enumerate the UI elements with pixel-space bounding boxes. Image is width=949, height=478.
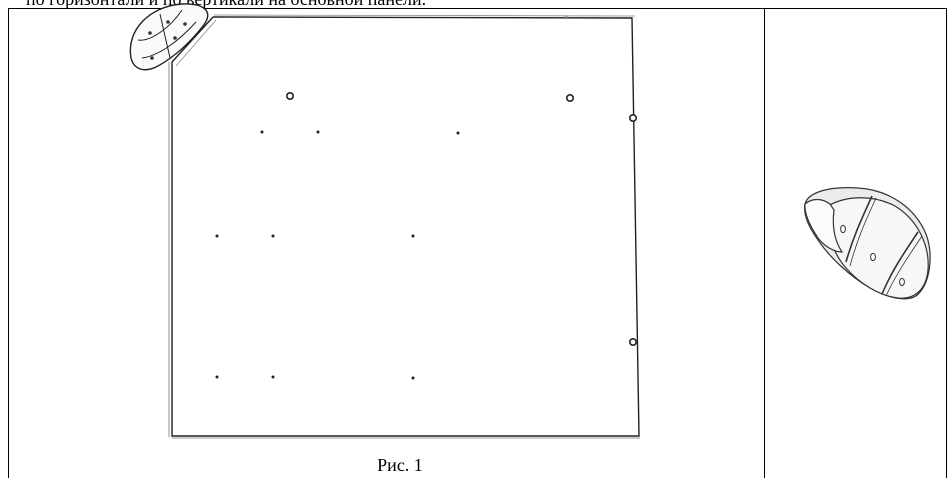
- drill-point: [271, 375, 275, 379]
- drill-point: [456, 131, 460, 135]
- drill-point: [411, 234, 415, 238]
- drill-point: [260, 130, 264, 134]
- table-left-border: [8, 8, 9, 478]
- drill-point: [215, 375, 219, 379]
- table-right-border: [946, 8, 947, 478]
- panel-outline: [168, 14, 640, 439]
- drill-point: [215, 234, 219, 238]
- figure-caption: Рис. 1: [377, 455, 423, 475]
- drill-points: [215, 130, 460, 380]
- mounting-hole: [628, 114, 637, 123]
- mounting-hole: [565, 94, 574, 103]
- table-cell-divider: [764, 8, 765, 478]
- corner-bracket: [129, 3, 209, 71]
- mounting-holes: [285, 92, 637, 346]
- table-top-border: [8, 8, 947, 9]
- mounting-hole: [628, 337, 637, 346]
- header-text-line: по горизонтали и по вертикали на основно…: [26, 0, 586, 9]
- drill-point: [411, 376, 415, 380]
- drill-point: [316, 130, 320, 134]
- mounting-hole: [285, 92, 294, 101]
- drill-point: [271, 234, 275, 238]
